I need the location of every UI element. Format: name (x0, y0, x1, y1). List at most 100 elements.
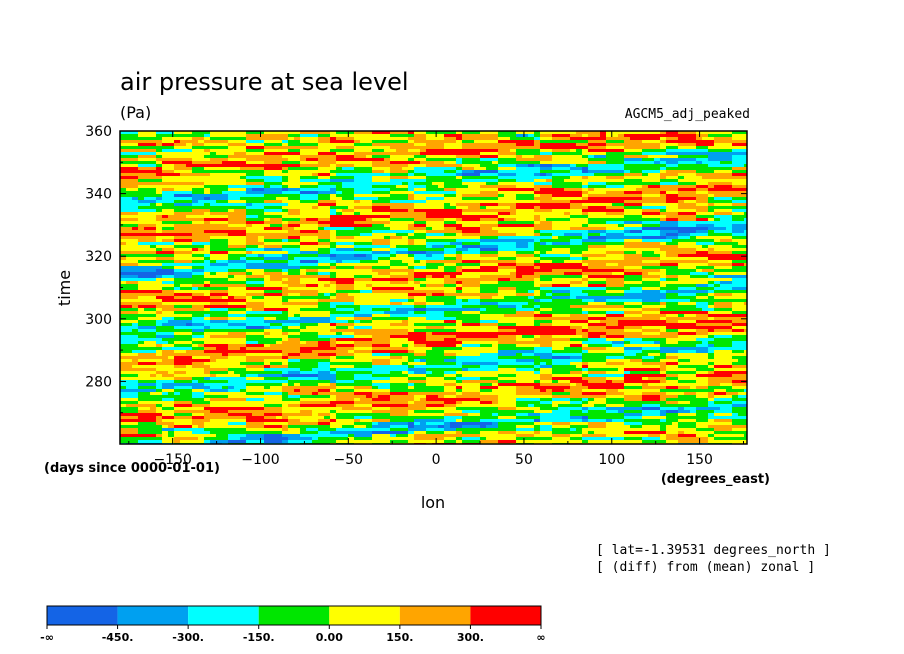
heatmap-cell (690, 386, 696, 389)
y-tick-label: 280 (85, 374, 112, 390)
heatmap-cell (624, 362, 642, 365)
heatmap-cell (690, 233, 708, 236)
heatmap-cell (666, 191, 678, 194)
heatmap-cell (282, 371, 288, 374)
heatmap-cell (660, 212, 678, 215)
heatmap-cell (258, 341, 276, 344)
heatmap-cell (456, 329, 498, 332)
heatmap-cell (210, 203, 246, 206)
heatmap-cell (204, 293, 210, 296)
heatmap-cell (426, 245, 432, 248)
heatmap-cell (264, 272, 282, 275)
heatmap-cell (642, 410, 660, 413)
heatmap-cell (228, 194, 264, 197)
heatmap-cell (408, 362, 426, 365)
heatmap-cell (678, 425, 696, 428)
heatmap-cell (588, 149, 624, 152)
heatmap-cell (642, 266, 678, 269)
heatmap-cell (120, 224, 138, 227)
heatmap-cell (642, 356, 654, 359)
heatmap-cell (330, 389, 336, 392)
heatmap-cell (318, 341, 330, 344)
heatmap-cell (588, 236, 606, 239)
heatmap-cell (204, 185, 228, 188)
heatmap-cell (732, 344, 747, 347)
heatmap-cell (690, 410, 696, 413)
heatmap-cell (624, 158, 642, 161)
heatmap-cell (582, 209, 624, 212)
heatmap-cell (354, 341, 390, 344)
heatmap-cell (456, 173, 462, 176)
heatmap-cell (180, 173, 210, 176)
heatmap-cell (516, 158, 552, 161)
heatmap-cell (408, 131, 414, 134)
heatmap-cell (282, 248, 300, 251)
heatmap-cell (288, 419, 300, 422)
heatmap-cell (354, 176, 372, 179)
heatmap-cell (546, 293, 552, 296)
heatmap-cell (204, 140, 228, 143)
heatmap-cell (540, 407, 558, 410)
heatmap-cell (390, 359, 408, 362)
heatmap-cell (624, 230, 630, 233)
heatmap-cell (138, 386, 156, 389)
heatmap-cell (390, 389, 444, 392)
heatmap-cell (444, 137, 456, 140)
heatmap-cell (330, 305, 336, 308)
heatmap-cell (516, 197, 534, 200)
heatmap-cell (210, 293, 228, 296)
heatmap-cell (642, 359, 660, 362)
heatmap-cell (606, 326, 624, 329)
heatmap-cell (498, 179, 516, 182)
heatmap-cell (552, 362, 570, 365)
heatmap-cell (156, 197, 162, 200)
heatmap-cell (138, 416, 156, 419)
heatmap-cell (282, 170, 288, 173)
heatmap-cell (354, 365, 372, 368)
heatmap-cell (318, 140, 330, 143)
heatmap-cell (192, 401, 210, 404)
heatmap-cell (456, 419, 462, 422)
heatmap-cell (186, 371, 204, 374)
heatmap-cell (246, 140, 264, 143)
heatmap-cell (282, 176, 288, 179)
heatmap-cell (330, 212, 336, 215)
heatmap-cell (534, 248, 552, 251)
heatmap-cell (708, 293, 714, 296)
heatmap-cell (540, 188, 564, 191)
heatmap-cell (264, 413, 282, 416)
heatmap-cell (132, 227, 138, 230)
heatmap-cell (714, 230, 732, 233)
heatmap-cell (414, 329, 456, 332)
heatmap-cell (300, 293, 318, 296)
heatmap-cell (282, 221, 288, 224)
heatmap-cell (162, 302, 210, 305)
heatmap-cell (174, 401, 192, 404)
heatmap-cell (174, 164, 186, 167)
heatmap-cell (594, 398, 606, 401)
heatmap-cell (546, 179, 552, 182)
heatmap-cell (252, 296, 264, 299)
heatmap-cell (318, 161, 336, 164)
heatmap-cell (354, 131, 372, 134)
heatmap-cell (600, 233, 606, 236)
heatmap-cell (174, 425, 192, 428)
heatmap-cell (732, 131, 747, 134)
heatmap-cell (246, 425, 264, 428)
heatmap-cell (744, 212, 747, 215)
heatmap-cell (540, 365, 552, 368)
heatmap-cell (156, 278, 174, 281)
heatmap-cell (564, 272, 582, 275)
heatmap-cell (390, 194, 408, 197)
heatmap-cell (246, 137, 288, 140)
heatmap-cell (372, 416, 444, 419)
heatmap-cell (426, 335, 456, 338)
heatmap-cell (360, 308, 372, 311)
heatmap-cell (156, 164, 162, 167)
y-tick-label: 300 (85, 312, 112, 328)
heatmap-cell (498, 134, 516, 137)
heatmap-cell (336, 263, 390, 266)
heatmap-cell (390, 362, 402, 365)
heatmap-cell (678, 179, 747, 182)
heatmap-cell (264, 329, 282, 332)
